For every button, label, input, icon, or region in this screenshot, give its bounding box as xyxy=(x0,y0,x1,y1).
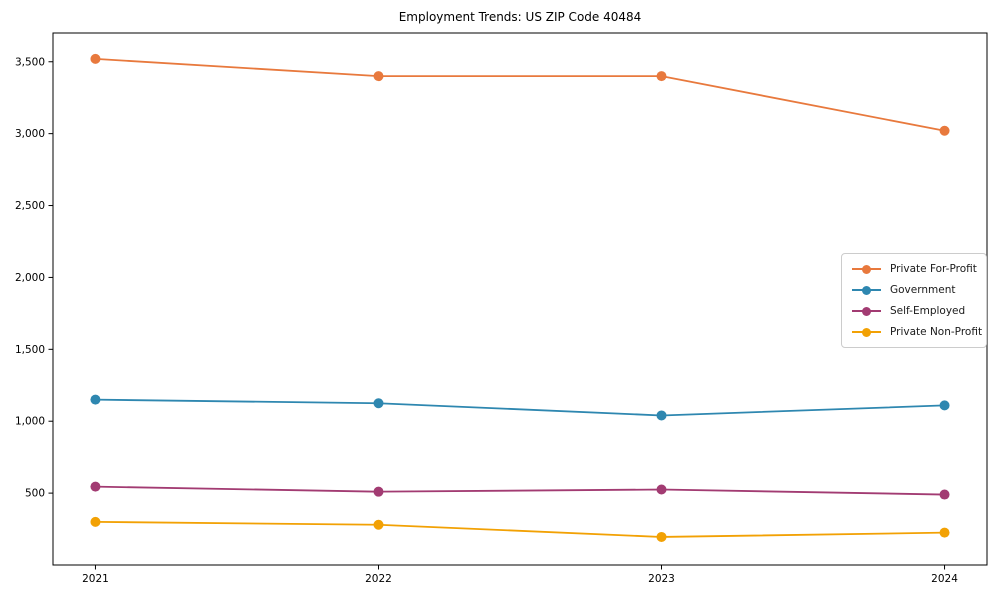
y-tick-label: 500 xyxy=(25,488,45,500)
legend-line-marker-icon xyxy=(852,306,881,316)
legend-item-private-non-profit: Private Non-Profit xyxy=(852,325,982,339)
data-point-private-for-profit xyxy=(939,125,950,136)
legend-dot-icon xyxy=(862,264,871,274)
plot-border xyxy=(52,32,988,566)
y-tick-label: 3,500 xyxy=(15,56,45,68)
legend-dot-icon xyxy=(862,327,871,337)
x-tick-label: 2022 xyxy=(365,573,392,585)
y-tick-label: 2,000 xyxy=(15,272,45,284)
legend-item-private-for-profit: Private For-Profit xyxy=(852,262,977,276)
data-point-government xyxy=(373,398,384,409)
x-tick-label: 2021 xyxy=(82,573,109,585)
legend-line-marker-icon xyxy=(852,285,881,295)
legend-item-self-employed: Self-Employed xyxy=(852,304,976,318)
series-line-private-non-profit xyxy=(95,520,945,538)
data-point-private-for-profit xyxy=(373,71,384,82)
chart-title: Employment Trends: US ZIP Code 40484 xyxy=(398,10,642,24)
legend-line-marker-icon xyxy=(852,327,881,337)
y-tick-label: 1,500 xyxy=(15,344,45,356)
legend-label: Self-Employed xyxy=(890,305,966,317)
data-point-government xyxy=(90,394,101,405)
legend-dot-icon xyxy=(862,285,871,295)
data-point-private-for-profit xyxy=(90,53,101,64)
series-line-private-for-profit xyxy=(95,57,945,132)
data-point-private-non-profit xyxy=(90,516,101,527)
data-point-self-employed xyxy=(939,489,950,500)
legend-label: Private For-Profit xyxy=(890,263,977,275)
x-tick-label: 2024 xyxy=(931,573,958,585)
legend-label: Private Non-Profit xyxy=(890,326,983,338)
series-line-government xyxy=(95,398,945,417)
data-point-self-employed xyxy=(90,481,101,492)
data-point-self-employed xyxy=(656,484,667,495)
data-point-private-non-profit xyxy=(373,519,384,530)
data-point-government xyxy=(656,410,667,421)
x-tick-label: 2023 xyxy=(648,573,675,585)
y-tick-label: 2,500 xyxy=(15,200,45,212)
data-point-self-employed xyxy=(373,486,384,497)
y-tick-label: 3,000 xyxy=(15,128,45,140)
series-line-self-employed xyxy=(95,485,945,496)
legend-line-marker-icon xyxy=(852,264,881,274)
data-point-private-non-profit xyxy=(939,527,950,538)
data-point-private-for-profit xyxy=(656,71,667,82)
data-point-private-non-profit xyxy=(656,531,667,542)
legend-label: Government xyxy=(890,284,956,296)
legend-dot-icon xyxy=(862,306,871,316)
data-point-government xyxy=(939,400,950,411)
legend-item-government: Government xyxy=(852,283,976,297)
legend: Private For-Profit Government Self-Employe… xyxy=(841,253,987,348)
y-tick-label: 1,000 xyxy=(15,416,45,428)
